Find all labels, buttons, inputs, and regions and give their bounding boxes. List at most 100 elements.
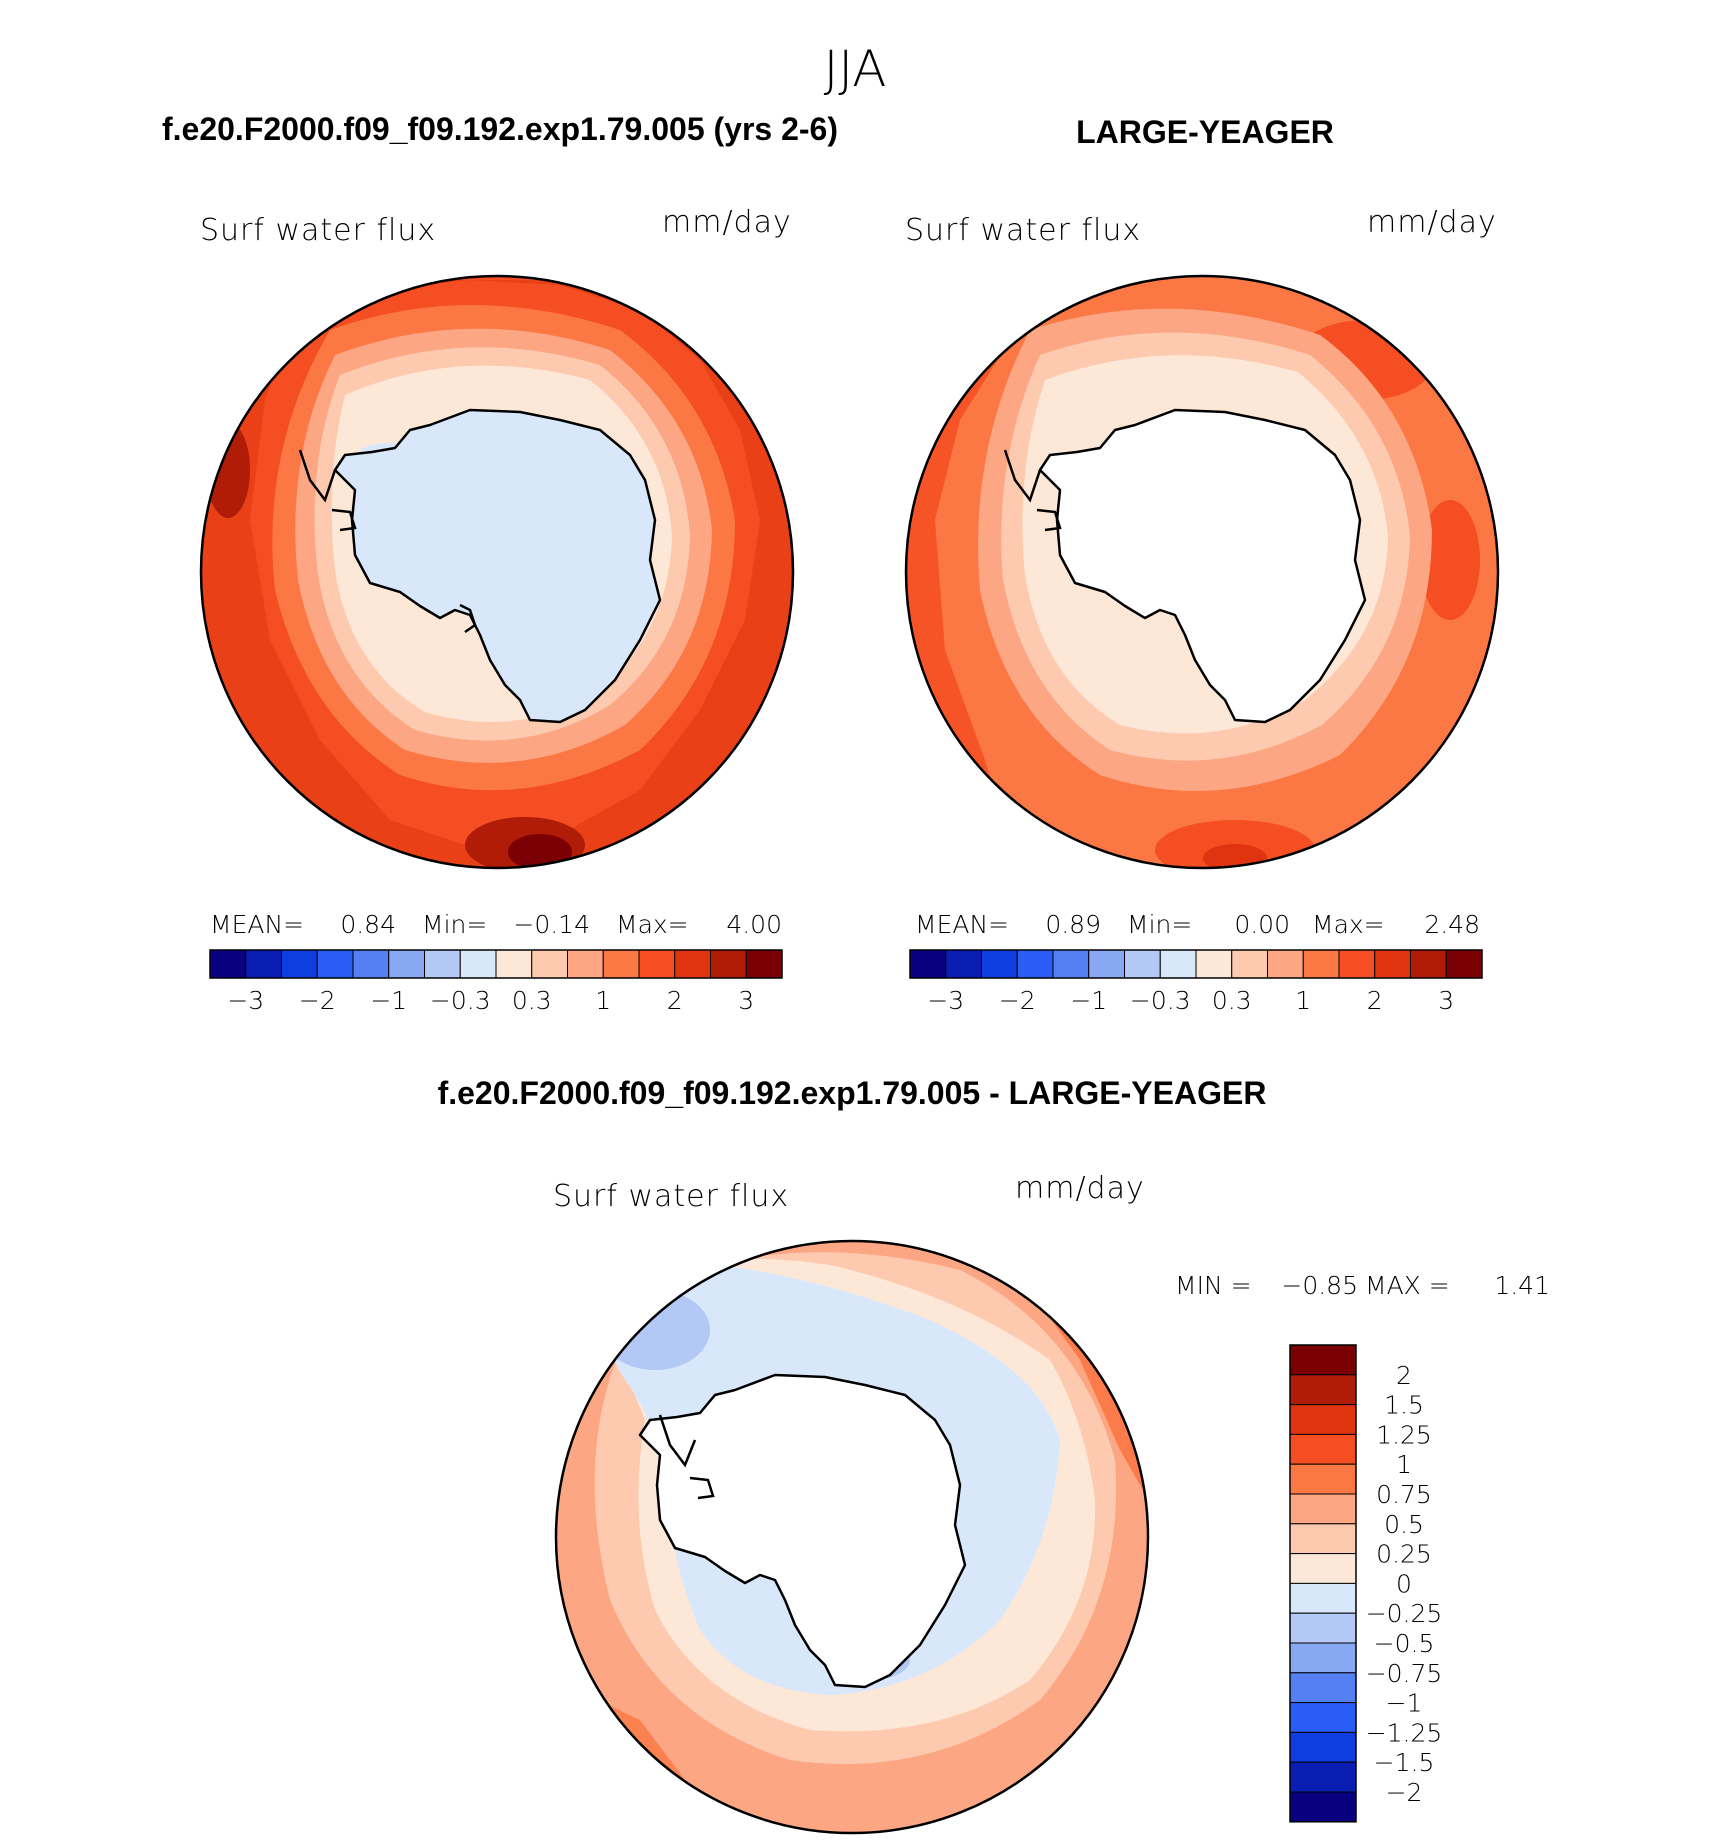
colorbar-frame xyxy=(209,949,783,979)
polar-map-top-left xyxy=(199,274,795,870)
colorbar-swatch xyxy=(424,949,461,979)
colorbar-tick-label: 0.25 xyxy=(1376,1540,1432,1569)
panel-title-top-right: LARGE-YEAGER xyxy=(1076,114,1334,150)
colorbar-swatch xyxy=(1289,1731,1357,1763)
colorbar-swatch xyxy=(1289,1702,1357,1733)
stats-bottom: MIN = −0.85 MAX = 1.41 xyxy=(1175,1271,1550,1300)
colorbar-tick-label: −2 xyxy=(1386,1778,1423,1807)
colorbar-swatch xyxy=(1289,1672,1357,1704)
units-label-top-left: mm/day xyxy=(662,205,792,240)
colorbar-swatch xyxy=(1289,1404,1357,1435)
colorbar-tick-label: −3 xyxy=(927,986,964,1015)
min-label: MIN = xyxy=(1175,1271,1252,1300)
colorbar-swatch xyxy=(1302,949,1340,979)
panel-title-bottom: f.e20.F2000.f09_f09.192.exp1.79.005 - LA… xyxy=(438,1075,1267,1111)
colorbar-swatch xyxy=(1289,1582,1357,1614)
colorbar-swatch xyxy=(1445,949,1483,979)
min-label: Min= xyxy=(1127,910,1192,939)
colorbar-swatch xyxy=(674,949,711,979)
colorbar-swatch xyxy=(245,949,282,979)
max-value: 2.48 xyxy=(1424,910,1480,939)
colorbar-swatch xyxy=(1159,949,1197,979)
colorbar-bottom: 21.51.2510.750.50.250−0.25−0.5−0.75−1−1.… xyxy=(1289,1344,1443,1823)
colorbar-tick-label: 1.5 xyxy=(1384,1391,1424,1420)
variable-label-top-left: Surf water flux xyxy=(200,213,436,248)
colorbar-swatch xyxy=(1410,949,1447,979)
colorbar-tick-label: −0.75 xyxy=(1366,1659,1443,1688)
colorbar-swatch xyxy=(1267,949,1304,979)
colorbar-frame xyxy=(1289,1344,1357,1823)
colorbar-tick-label: 1 xyxy=(595,986,611,1015)
colorbar-tick-label: −0.5 xyxy=(1374,1629,1435,1658)
max-value: 4.00 xyxy=(726,910,782,939)
colorbar-swatch xyxy=(567,949,604,979)
colorbar-tick-label: −0.3 xyxy=(430,986,491,1015)
colorbar-swatch xyxy=(745,949,783,979)
colorbar-swatch xyxy=(352,949,390,979)
colorbar-swatch xyxy=(1374,949,1411,979)
colorbar-tick-label: 0.3 xyxy=(512,986,552,1015)
colorbar-swatch xyxy=(1289,1612,1357,1644)
colorbar-tick-label: 3 xyxy=(1438,986,1454,1015)
colorbar-swatch xyxy=(1088,949,1125,979)
stats-top-left: MEAN= 0.84 Min= −0.14 Max= 4.00 xyxy=(210,910,782,939)
min-value: 0.00 xyxy=(1234,910,1290,939)
colorbar-tick-label: −1 xyxy=(1070,986,1107,1015)
coastline-top-right xyxy=(1038,408,1367,724)
colorbar-top-left: −3 −2 −1 −0.3 0.3 1 2 3 xyxy=(209,949,783,1015)
colorbar-swatch xyxy=(1289,1463,1357,1495)
colorbar-tick-label: 0.75 xyxy=(1376,1480,1432,1509)
colorbar-swatch xyxy=(1289,1493,1357,1525)
colorbar-swatch xyxy=(1289,1523,1357,1555)
colorbar-swatch xyxy=(1195,949,1233,979)
units-label-bottom: mm/day xyxy=(1015,1171,1145,1206)
mean-label: MEAN= xyxy=(210,910,304,939)
mean-value: 0.89 xyxy=(1045,910,1101,939)
colorbar-swatch xyxy=(316,949,354,979)
coastline-top-left xyxy=(333,408,662,724)
colorbar-tick-label: 1 xyxy=(1295,986,1311,1015)
mean-value: 0.84 xyxy=(340,910,396,939)
colorbar-swatch xyxy=(1338,949,1376,979)
colorbar-swatch xyxy=(981,949,1018,979)
max-value: 1.41 xyxy=(1494,1271,1550,1300)
colorbar-swatch xyxy=(602,949,640,979)
colorbar-swatch xyxy=(1124,949,1161,979)
colorbar-swatch xyxy=(1289,1344,1357,1376)
colorbar-swatch xyxy=(531,949,568,979)
colorbar-swatch xyxy=(909,949,947,979)
variable-label-top-right: Surf water flux xyxy=(905,213,1141,248)
colorbar-swatch xyxy=(1289,1553,1357,1584)
polar-map-top-right xyxy=(904,274,1500,870)
colorbar-tick-label: −0.25 xyxy=(1366,1599,1443,1628)
colorbar-swatch xyxy=(1289,1642,1357,1674)
colorbar-tick-label: −1 xyxy=(1386,1689,1423,1718)
colorbar-tick-label: −2 xyxy=(299,986,336,1015)
panel-title-top-left: f.e20.F2000.f09_f09.192.exp1.79.005 (yrs… xyxy=(162,111,838,147)
colorbar-tick-label: 0.3 xyxy=(1212,986,1252,1015)
colorbar-swatch xyxy=(281,949,318,979)
min-label: Min= xyxy=(422,910,487,939)
polar-map-bottom xyxy=(554,1239,1150,1835)
colorbar-swatch xyxy=(1016,949,1054,979)
colorbar-tick-label: 0.5 xyxy=(1384,1510,1424,1539)
colorbar-swatch xyxy=(1052,949,1090,979)
variable-label-bottom: Surf water flux xyxy=(553,1179,789,1214)
colorbar-tick-label: 2 xyxy=(1367,986,1383,1015)
colorbar-swatch xyxy=(1289,1374,1357,1406)
colorbar-tick-label: 2 xyxy=(1396,1361,1412,1390)
min-value: −0.85 xyxy=(1281,1271,1358,1300)
colorbar-swatch xyxy=(1289,1791,1357,1823)
colorbar-swatch xyxy=(710,949,747,979)
colorbar-swatch xyxy=(388,949,425,979)
colorbar-tick-label: 1 xyxy=(1396,1450,1412,1479)
colorbar-frame xyxy=(909,949,1483,979)
colorbar-tick-label: −2 xyxy=(999,986,1036,1015)
colorbar-top-right: −3 −2 −1 −0.3 0.3 1 2 3 xyxy=(909,949,1483,1015)
season-title: JJA xyxy=(824,40,887,98)
colorbar-tick-label: −0.3 xyxy=(1130,986,1191,1015)
colorbar-swatch xyxy=(495,949,533,979)
colorbar-tick-label: −1 xyxy=(370,986,407,1015)
colorbar-swatch xyxy=(1289,1761,1357,1793)
colorbar-swatch xyxy=(459,949,497,979)
